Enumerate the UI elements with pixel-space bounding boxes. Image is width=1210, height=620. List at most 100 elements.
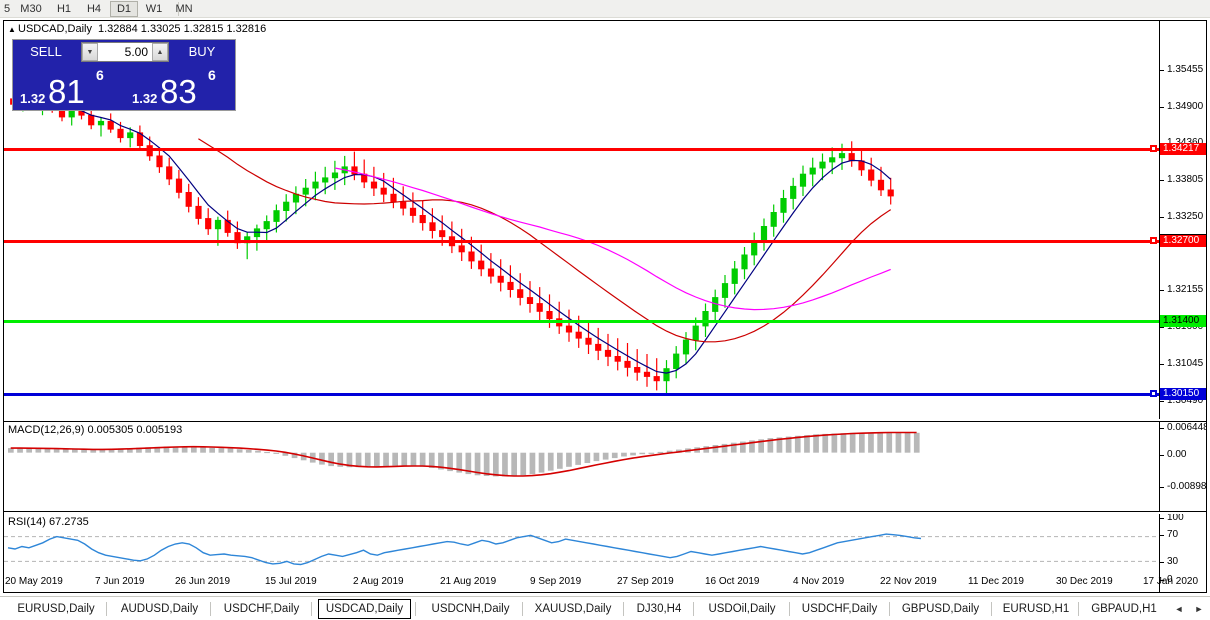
tab-separator: [415, 602, 416, 616]
chart-tab-usdchf-daily[interactable]: USDCHF,Daily: [223, 603, 300, 615]
rsi-scale: 100 70 30 0: [1160, 514, 1206, 592]
ask-price-fraction: 6: [208, 67, 216, 83]
timeframe-button-5[interactable]: 5: [4, 3, 11, 15]
horizontal-level-line[interactable]: [4, 393, 1159, 396]
price-scale-label: 1.35455: [1167, 64, 1204, 75]
ask-price-button[interactable]: 1.32 83 6: [126, 64, 235, 110]
date-axis-label: 7 Jun 2019: [95, 576, 145, 587]
macd-scale-tick: [1160, 455, 1164, 456]
macd-scale-label: 0.006448: [1167, 422, 1206, 433]
horizontal-level-line[interactable]: [4, 240, 1159, 243]
price-scale-tick: [1160, 327, 1164, 328]
macd-pane[interactable]: MACD(12,26,9) 0.005305 0.005193 0.006448…: [4, 421, 1206, 512]
price-scale-label: 1.32155: [1167, 284, 1204, 295]
date-axis-label: 27 Sep 2019: [617, 576, 674, 587]
date-axis-label: 26 Jun 2019: [175, 576, 231, 587]
one-click-trading-controls: SELL ▼ 5.00 ▲ BUY: [13, 40, 235, 64]
rsi-pane[interactable]: RSI(14) 67.2735 100 70 30 0: [4, 514, 1206, 592]
one-click-trading-panel[interactable]: SELL ▼ 5.00 ▲ BUY 1.32 81 6 1.32: [12, 39, 236, 111]
tab-separator: [623, 602, 624, 616]
price-pane[interactable]: ▲ USDCAD,Daily 1.32884 1.33025 1.32815 1.3…: [4, 21, 1206, 419]
chart-tab-usdcad-daily[interactable]: USDCAD,Daily: [318, 599, 411, 619]
chart-tab-usdoil-daily[interactable]: USDOil,Daily: [708, 603, 776, 615]
bid-price-prefix: 1.32: [20, 91, 46, 106]
level-price-label[interactable]: 1.32700: [1160, 235, 1206, 247]
rsi-scale-divider: [1159, 514, 1160, 592]
rsi-indicator-chart: [4, 533, 1159, 566]
date-axis-label: 11 Dec 2019: [968, 576, 1024, 587]
tab-separator: [789, 602, 790, 616]
timeframe-button-h4[interactable]: H4: [86, 3, 102, 15]
price-scale-label: 1.34360: [1167, 138, 1203, 148]
chart-tab-dj30-h4[interactable]: DJ30,H4: [636, 603, 682, 615]
price-scale-tick: [1160, 107, 1164, 108]
sell-button[interactable]: SELL: [15, 42, 77, 62]
date-axis-label: 9 Sep 2019: [530, 576, 582, 587]
date-axis-label: 30 Dec 2019: [1056, 576, 1113, 587]
bid-price-big: 81: [48, 73, 85, 110]
macd-scale-tick: [1160, 487, 1164, 488]
chart-tab-usdcnh-daily[interactable]: USDCNH,Daily: [431, 603, 510, 615]
bid-price-button[interactable]: 1.32 81 6: [14, 64, 123, 110]
price-plot-area[interactable]: [4, 21, 1159, 419]
date-axis-label: 15 Jul 2019: [265, 576, 317, 587]
price-scale[interactable]: 1.354551.349001.343601.338051.332501.328…: [1150, 21, 1206, 419]
level-line-handle[interactable]: [1150, 145, 1157, 152]
rsi-plot-area: [4, 514, 1159, 592]
chart-header: ▲ USDCAD,Daily 1.32884 1.33025 1.32815 1.3…: [8, 23, 266, 37]
level-line-handle[interactable]: [1150, 390, 1157, 397]
chart-tab-eurusd-daily[interactable]: EURUSD,Daily: [17, 603, 95, 615]
chart-symbol-label: USDCAD,Daily: [18, 23, 92, 35]
timeframe-button-d1[interactable]: D1: [110, 1, 138, 17]
level-price-label[interactable]: 1.34217: [1160, 143, 1206, 155]
tab-separator: [522, 602, 523, 616]
macd-scale: 0.006448 0.00 -0.008982: [1160, 422, 1206, 511]
chart-tab-gbpusd-daily[interactable]: GBPUSD,Daily: [901, 603, 980, 615]
horizontal-level-line[interactable]: [4, 320, 1159, 323]
timeframe-button-h1[interactable]: H1: [56, 3, 72, 15]
tab-separator: [311, 602, 312, 616]
price-scale-tick: [1160, 70, 1164, 71]
chart-tab-eurusd-h1[interactable]: EURUSD,H1: [1002, 603, 1070, 615]
date-axis-label: 16 Oct 2019: [705, 576, 760, 587]
level-price-label[interactable]: 1.30150: [1160, 388, 1206, 400]
timeframe-button-m30[interactable]: M30: [20, 3, 42, 15]
tab-separator: [991, 602, 992, 616]
price-scale-label: 1.34900: [1167, 101, 1204, 112]
buy-button[interactable]: BUY: [171, 42, 233, 62]
chart-tab-gbpaud-h1[interactable]: GBPAUD,H1: [1091, 603, 1157, 615]
rsi-scale-tick: [1160, 580, 1164, 581]
level-line-handle[interactable]: [1150, 237, 1157, 244]
price-scale-label: 1.33250: [1167, 211, 1204, 222]
date-axis-label: 20 May 2019: [5, 576, 63, 587]
volume-stepper[interactable]: ▼ 5.00 ▲: [81, 42, 169, 62]
price-scale-label: 1.31045: [1167, 358, 1204, 369]
tab-separator: [106, 602, 107, 616]
chart-tab-xauusd-daily[interactable]: XAUUSD,Daily: [534, 603, 612, 615]
macd-scale-divider: [1159, 422, 1160, 511]
price-scale-tick: [1160, 180, 1164, 181]
price-scale-label: 1.33805: [1167, 174, 1204, 185]
timeframe-button-w1[interactable]: W1: [145, 3, 163, 15]
tab-scroll-left-icon[interactable]: ◄: [1174, 604, 1184, 614]
tab-scroll-right-icon[interactable]: ►: [1194, 604, 1204, 614]
horizontal-level-line[interactable]: [4, 148, 1159, 151]
bid-price-fraction: 6: [96, 67, 104, 83]
volume-input[interactable]: 5.00: [124, 45, 148, 59]
collapse-arrow-icon[interactable]: ▲: [8, 24, 16, 34]
rsi-scale-label: 70: [1167, 529, 1179, 540]
macd-plot-area: [4, 422, 1159, 511]
chart-tab-audusd-daily[interactable]: AUDUSD,Daily: [120, 603, 199, 615]
level-price-label[interactable]: 1.31400: [1160, 315, 1206, 327]
chart-tab-usdchf-daily[interactable]: USDCHF,Daily: [801, 603, 878, 615]
chart-frame: ▲ USDCAD,Daily 1.32884 1.33025 1.32815 1.3…: [3, 20, 1207, 593]
ask-price-big: 83: [160, 73, 197, 110]
price-scale-tick: [1160, 217, 1164, 218]
rsi-scale-label: 100: [1167, 514, 1184, 523]
rsi-title: RSI(14) 67.2735: [8, 516, 89, 528]
rsi-scale-label: 30: [1167, 556, 1179, 567]
volume-increment-button[interactable]: ▲: [152, 43, 168, 61]
timeframe-button-mn[interactable]: MN: [175, 3, 193, 15]
tab-separator: [693, 602, 694, 616]
volume-decrement-button[interactable]: ▼: [82, 43, 98, 61]
